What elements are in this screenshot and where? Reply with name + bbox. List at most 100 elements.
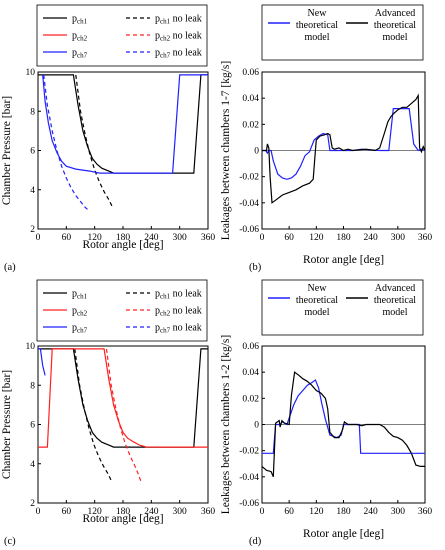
y-axis-label: Leakages between chambers 1-7 [kg/s] (220, 61, 232, 240)
legend-entry-label: pch1 no leak (155, 289, 202, 301)
legend-entry-label: theoretical (374, 20, 416, 31)
x-tick-label: 120 (88, 507, 103, 517)
x-tick-label: 0 (36, 233, 41, 243)
legend-entry-label: New (308, 283, 328, 294)
x-tick-label: 60 (62, 507, 72, 517)
chart-panel-4: -0.06 -0.04 -0.02 0 0.02 0.04 0.06 0 60 120 180 240… (220, 279, 433, 547)
x-tick-label: 120 (88, 233, 103, 243)
series-line-pch7 (42, 74, 208, 174)
legend: NewtheoreticalmodelAdvancedtheoreticalmo… (261, 279, 424, 336)
x-tick-label: 60 (284, 507, 294, 517)
legend: NewtheoreticalmodelAdvancedtheoreticalmo… (261, 4, 424, 61)
series-line-pch1-no-leak (75, 74, 114, 208)
x-tick-label: 240 (144, 507, 159, 517)
panel-label: (b) (249, 262, 262, 273)
x-tick-label: 180 (336, 233, 351, 243)
x-tick-label: 300 (173, 507, 188, 517)
legend-entry-label: pch7 no leak (155, 323, 202, 335)
chart-panel-1: 2 4 6 8 10 0 60 120 180 240 300 360 Rotor angle [deg… (1, 4, 216, 273)
x-tick-label: 180 (336, 507, 351, 517)
y-tick-label: 6 (30, 421, 35, 431)
y-tick-label: 0.06 (242, 342, 259, 352)
legend-box (261, 4, 424, 61)
legend-entry-label: theoretical (296, 20, 338, 31)
y-tick-label: 0 (254, 421, 259, 431)
y-axis-label: Chamber Pressure [bar] (1, 96, 13, 205)
series-line-Advanced-theoretical-model (262, 93, 426, 204)
y-axis-label: Chamber Pressure [bar] (1, 370, 13, 479)
y-tick-label: -0.02 (239, 173, 259, 183)
panel-label: (a) (4, 262, 16, 273)
chart-panel-3: 2 4 6 8 10 0 60 120 180 240 300 360 Rotor angle [deg… (1, 279, 216, 547)
legend-entry-label: pch1 no leak (155, 14, 202, 26)
legend-entry-label: pch2 (72, 306, 88, 318)
x-tick-label: 60 (62, 233, 72, 243)
series-line-pch2-no-leak (105, 348, 142, 482)
x-tick-label: 360 (418, 233, 433, 243)
legend-entry-label: theoretical (296, 295, 338, 306)
x-tick-label: 240 (364, 233, 379, 243)
legend-entry-label: pch2 no leak (155, 306, 202, 318)
y-tick-label: 6 (30, 147, 35, 157)
legend-entry-label: model (305, 32, 330, 43)
legend-entry-label: pch2 (72, 31, 88, 43)
x-axis-label: Rotor angle [deg] (303, 254, 384, 266)
x-tick-label: 0 (260, 233, 265, 243)
x-tick-label: 180 (116, 233, 131, 243)
y-tick-label: 0.02 (242, 120, 259, 130)
legend-entry-label: Advanced (375, 283, 416, 294)
y-tick-label: 4 (30, 186, 35, 196)
series-line-pch7 (38, 348, 46, 376)
legend-box (261, 279, 424, 336)
y-tick-label: 0 (254, 147, 259, 157)
legend: pch1 pch1 no leak pch2 pch2 no leak pch7 pch7… (36, 4, 208, 67)
y-tick-label: 8 (30, 107, 35, 117)
legend-entry-label: pch7 (72, 48, 88, 60)
series-line-pch1-no-leak (74, 348, 113, 482)
y-tick-label: 8 (30, 381, 35, 391)
panel-label: (c) (4, 536, 16, 547)
legend-entry-label: pch2 no leak (155, 31, 202, 43)
legend-entry-label: New (308, 8, 328, 19)
legend-entry-label: pch7 no leak (155, 48, 202, 60)
x-tick-label: 240 (144, 233, 159, 243)
legend-entry-label: pch7 (72, 323, 88, 335)
y-axis-label: Leakages between chambers 1-2 [kg/s] (220, 335, 232, 514)
legend-entry-label: Advanced (375, 8, 416, 19)
y-tick-label: 10 (26, 342, 36, 352)
chart-panel-2: -0.06 -0.04 -0.02 0 0.02 0.04 0.06 0 60 120 180 240… (220, 4, 433, 273)
series-line-pch1 (38, 74, 208, 174)
legend-entry-label: theoretical (374, 295, 416, 306)
x-tick-label: 240 (364, 507, 379, 517)
y-tick-label: 2 (30, 499, 35, 509)
series-line-pch7-no-leak (43, 74, 88, 210)
y-tick-label: -0.06 (239, 499, 259, 509)
series-line-Advanced-theoretical-model (261, 371, 425, 478)
y-tick-label: -0.06 (239, 225, 259, 235)
y-tick-label: 0.06 (242, 68, 259, 78)
x-axis-label: Rotor angle [deg] (303, 528, 384, 540)
x-tick-label: 360 (201, 507, 216, 517)
x-tick-label: 120 (309, 233, 324, 243)
x-tick-label: 0 (36, 507, 41, 517)
y-tick-label: 0.02 (242, 394, 259, 404)
x-tick-label: 120 (309, 507, 324, 517)
series-line-New-theoretical-model (262, 379, 425, 454)
plot-frame (37, 345, 209, 504)
x-tick-label: 60 (284, 233, 294, 243)
panel-label: (d) (249, 536, 262, 547)
y-tick-label: 4 (30, 460, 35, 470)
x-tick-label: 360 (201, 233, 216, 243)
x-axis-label: Rotor angle [deg] (82, 513, 163, 525)
series-line-pch2 (38, 348, 208, 448)
x-tick-label: 300 (173, 233, 188, 243)
y-tick-label: 10 (26, 68, 36, 78)
legend-entry-label: pch1 (72, 289, 88, 301)
x-tick-label: 300 (391, 507, 406, 517)
x-axis-label: Rotor angle [deg] (82, 239, 163, 251)
x-tick-label: 360 (418, 507, 433, 517)
y-tick-label: 0.04 (242, 94, 259, 104)
x-tick-label: 180 (116, 507, 131, 517)
plot-frame (37, 71, 209, 230)
